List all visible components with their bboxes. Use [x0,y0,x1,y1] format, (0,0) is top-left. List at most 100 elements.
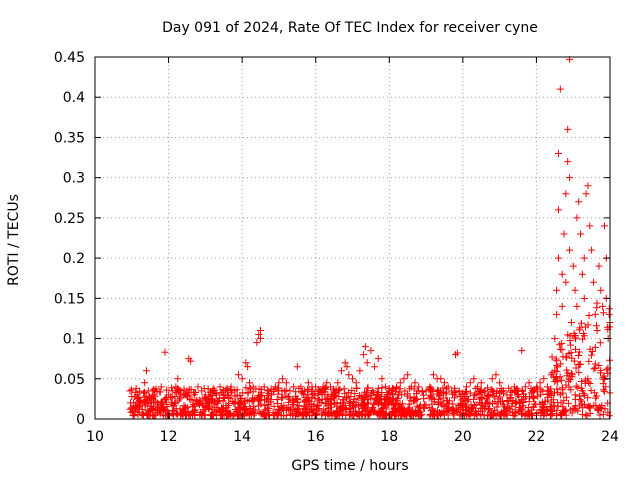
cloud-point [581,323,589,331]
cloud-point [466,389,474,397]
cloud-point [184,404,192,412]
data-point [496,379,504,387]
cloud-point [548,353,556,361]
cloud-point [193,397,201,405]
cloud-point [361,410,369,418]
cloud-point [379,405,387,413]
cloud-point [390,396,398,404]
cloud-point [563,366,571,374]
cloud-point [578,411,586,419]
y-tick-label: 0 [76,412,85,428]
cloud-point [570,357,578,365]
cloud-point [576,396,584,404]
data-point [507,387,515,395]
cloud-point [480,412,488,420]
cloud-point [258,389,266,397]
cloud-point [503,403,511,411]
cloud-point [200,406,208,414]
y-tick-label: 0.4 [63,90,85,106]
data-point [514,387,522,395]
data-point [481,387,489,395]
cloud-point [186,396,194,404]
data-point [312,383,320,391]
cloud-point [554,363,562,371]
data-point [343,363,351,371]
cloud-point [331,400,339,408]
cloud-point [470,411,478,419]
grid-lines [95,57,610,419]
data-point [396,379,404,387]
cloud-point [591,389,599,397]
data-point [578,270,586,278]
cloud-point [605,305,613,313]
cloud-point [161,406,169,414]
cloud-point [196,401,204,409]
cloud-point [537,409,545,417]
cloud-point [594,406,602,414]
data-point [271,383,279,391]
data-point [492,371,500,379]
cloud-point [476,395,484,403]
cloud-point [434,412,442,420]
cloud-point [585,311,593,319]
data-point [337,367,345,375]
data-point [566,174,574,182]
cloud-point [331,392,339,400]
cloud-point [572,402,580,410]
cloud-point [415,403,423,411]
cloud-point [581,391,589,399]
cloud-point [347,392,355,400]
cloud-point [247,409,255,417]
cloud-point [282,386,290,394]
cloud-point [605,311,613,319]
cloud-point [485,400,493,408]
cloud-point [461,397,469,405]
x-tick-label: 24 [601,429,619,445]
cloud-point [577,319,585,327]
cloud-point [556,345,564,353]
cloud-point [270,386,278,394]
cloud-point [136,387,144,395]
cloud-point [310,402,318,410]
cloud-point [278,394,286,402]
data-point [378,375,386,383]
cloud-point [146,393,154,401]
data-point [591,310,599,318]
cloud-point [436,388,444,396]
cloud-point [517,406,525,414]
cloud-point [197,411,205,419]
data-point [444,383,452,391]
cloud-point [574,384,582,392]
cloud-point [163,386,171,394]
cloud-point [437,399,445,407]
cloud-point [453,407,461,415]
data-point [547,371,555,379]
cloud-point [192,397,200,405]
data-point [143,367,150,375]
cloud-point [471,401,479,409]
cloud-point [228,397,236,405]
cloud-point [588,347,596,355]
cloud-point [571,391,579,399]
cloud-point [346,405,354,413]
data-point [577,230,585,238]
cloud-point [214,397,222,405]
cloud-point [348,386,356,394]
cloud-point [189,409,197,417]
cloud-point [240,398,248,406]
cloud-point [570,330,578,338]
data-point [363,359,371,367]
cloud-point [600,387,608,395]
cloud-point [599,309,607,317]
cloud-point [258,410,266,418]
data-point [249,383,257,391]
cloud-point [572,345,580,353]
data-point [374,355,382,363]
x-tick-label: 10 [86,429,104,445]
cloud-point [168,398,176,406]
cloud-point [130,412,138,420]
cloud-point [274,399,282,407]
cloud-point [260,410,268,418]
cloud-point [413,396,421,404]
cloud-point [593,304,601,312]
